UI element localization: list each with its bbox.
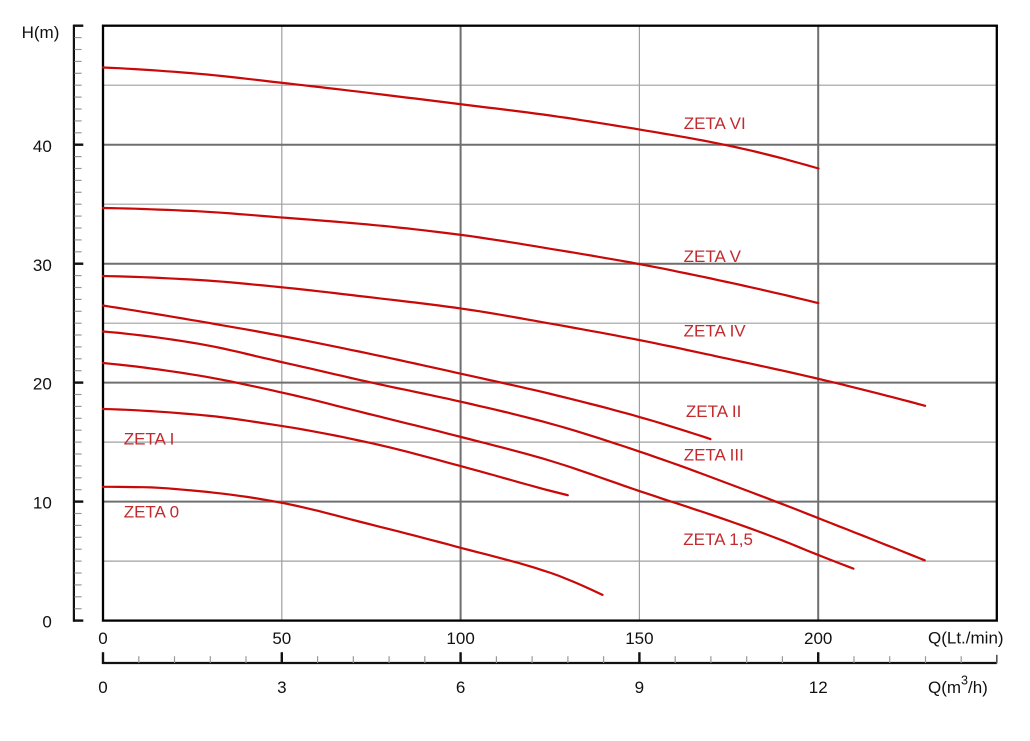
svg-text:ZETA 0: ZETA 0	[124, 502, 179, 521]
svg-text:ZETA V: ZETA V	[684, 247, 742, 266]
svg-text:12: 12	[809, 678, 828, 697]
svg-text:50: 50	[272, 629, 291, 648]
svg-text:40: 40	[33, 137, 52, 156]
svg-text:6: 6	[456, 678, 465, 697]
svg-text:0: 0	[42, 613, 51, 632]
svg-text:3: 3	[277, 678, 286, 697]
svg-text:Q(m3/h): Q(m3/h)	[928, 674, 988, 698]
svg-text:9: 9	[635, 678, 644, 697]
svg-text:10: 10	[33, 494, 52, 513]
svg-text:ZETA 1,5: ZETA 1,5	[683, 530, 753, 549]
svg-text:150: 150	[625, 629, 653, 648]
svg-text:20: 20	[33, 375, 52, 394]
svg-text:ZETA VI: ZETA VI	[684, 114, 746, 133]
svg-text:ZETA I: ZETA I	[124, 429, 175, 448]
svg-text:200: 200	[804, 629, 832, 648]
svg-text:0: 0	[98, 629, 107, 648]
svg-text:0: 0	[98, 678, 107, 697]
svg-text:ZETA II: ZETA II	[686, 402, 741, 421]
svg-text:100: 100	[446, 629, 474, 648]
svg-text:30: 30	[33, 256, 52, 275]
svg-text:ZETA III: ZETA III	[684, 446, 744, 465]
svg-text:Q(Lt./min): Q(Lt./min)	[928, 629, 1004, 648]
svg-text:ZETA IV: ZETA IV	[684, 322, 747, 341]
svg-text:H(m): H(m)	[22, 23, 60, 42]
